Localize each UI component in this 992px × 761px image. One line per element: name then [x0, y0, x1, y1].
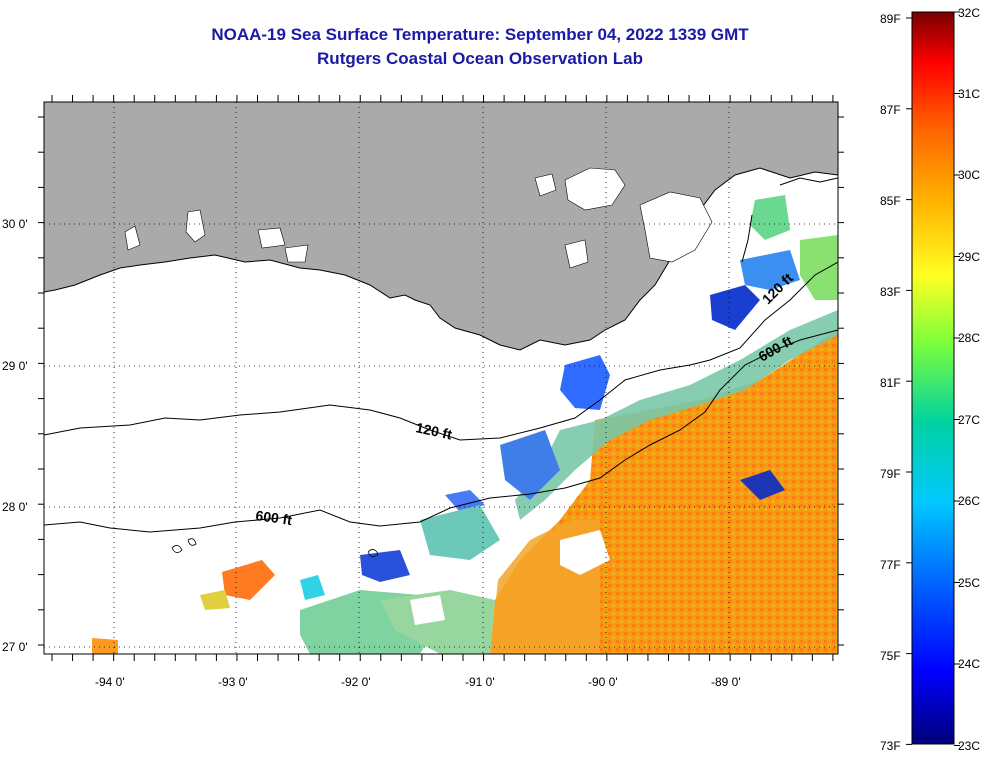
lake-sabine	[185, 209, 206, 243]
sst-warm-patch-sw	[92, 638, 118, 654]
sst-mixed-patch-3	[380, 590, 495, 654]
lake-small-1	[534, 173, 557, 197]
lake-grand	[257, 227, 286, 249]
colorbar-c-32: 32C	[958, 6, 980, 20]
lat-label-29: 29 0'	[2, 359, 28, 373]
colorbar-f-83: 83F	[880, 285, 901, 299]
colorbar-c-27: 27C	[958, 413, 980, 427]
sst-green-patch-2	[800, 235, 838, 300]
lon-label-90: -90 0'	[588, 675, 618, 689]
coast-islands-east	[779, 177, 838, 186]
sst-cool-patch-3	[740, 250, 800, 290]
map-title: NOAA-19 Sea Surface Temperature: Septemb…	[211, 25, 749, 44]
lon-label-93: -93 0'	[218, 675, 248, 689]
sst-cool-patch-2	[710, 285, 760, 330]
contour-label-600ft-west: 600 ft	[255, 507, 294, 528]
contour-label-120ft-west: 120 ft	[414, 419, 453, 442]
colorbar-ticks	[906, 11, 960, 746]
sst-shelf-band	[515, 310, 838, 520]
sst-mixed-patch-1	[420, 505, 500, 560]
colorbar-f-75: 75F	[880, 649, 901, 663]
axis-ticks	[38, 95, 844, 661]
sst-cloud-gap-1	[560, 530, 610, 575]
lon-label-91: -91 0'	[465, 675, 495, 689]
graticule	[44, 102, 838, 654]
lon-label-92: -92 0'	[341, 675, 371, 689]
colorbar-c-29: 29C	[958, 250, 980, 264]
colorbar	[911, 11, 955, 745]
lon-label-94: -94 0'	[95, 675, 125, 689]
colorbar-f-77: 77F	[880, 558, 901, 572]
sst-cool-patch-6	[360, 550, 410, 582]
colorbar-c-25: 25C	[958, 576, 980, 590]
colorbar-c-24: 24C	[958, 657, 980, 671]
sst-warm-patch-west	[222, 560, 275, 600]
colorbar-f-79: 79F	[880, 467, 901, 481]
sst-cool-patch-7	[740, 470, 785, 500]
colorbar-c-26: 26C	[958, 494, 980, 508]
map-frame	[43, 101, 839, 655]
lake-salvador	[564, 239, 589, 269]
contour-120ft	[44, 261, 838, 441]
colorbar-f-73: 73F	[880, 739, 901, 753]
sst-cyan-patch	[300, 575, 325, 600]
lat-label-28: 28 0'	[2, 500, 28, 514]
colorbar-c-30: 30C	[958, 168, 980, 182]
lake-calcasieu	[124, 225, 141, 251]
island-chandeleur	[741, 214, 753, 263]
lat-label-30: 30 0'	[2, 217, 28, 231]
sst-cloud-gap-2	[410, 595, 445, 625]
sst-green-patch-1	[750, 195, 790, 240]
colorbar-f-87: 87F	[880, 103, 901, 117]
lon-label-89: -89 0'	[711, 675, 741, 689]
sst-cool-patch-5	[500, 430, 560, 500]
colorbar-f-81: 81F	[880, 376, 901, 390]
sst-yellow-patch-west	[200, 590, 230, 610]
colorbar-f-85: 85F	[880, 194, 901, 208]
colorbar-c-31: 31C	[958, 87, 980, 101]
colorbar-c-23: 23C	[958, 739, 980, 753]
lake-pontchartrain	[564, 167, 626, 211]
lat-label-27: 27 0'	[2, 640, 28, 654]
delta-marsh	[639, 191, 713, 263]
contour-small-loops	[171, 538, 379, 557]
sst-cool-patch-1	[560, 355, 610, 410]
map-subtitle: Rutgers Coastal Ocean Observation Lab	[317, 49, 643, 68]
colorbar-c-28: 28C	[958, 331, 980, 345]
contour-600ft	[44, 329, 838, 533]
land-louisiana	[44, 102, 838, 351]
lake-white	[284, 244, 309, 263]
colorbar-f-89: 89F	[880, 12, 901, 26]
